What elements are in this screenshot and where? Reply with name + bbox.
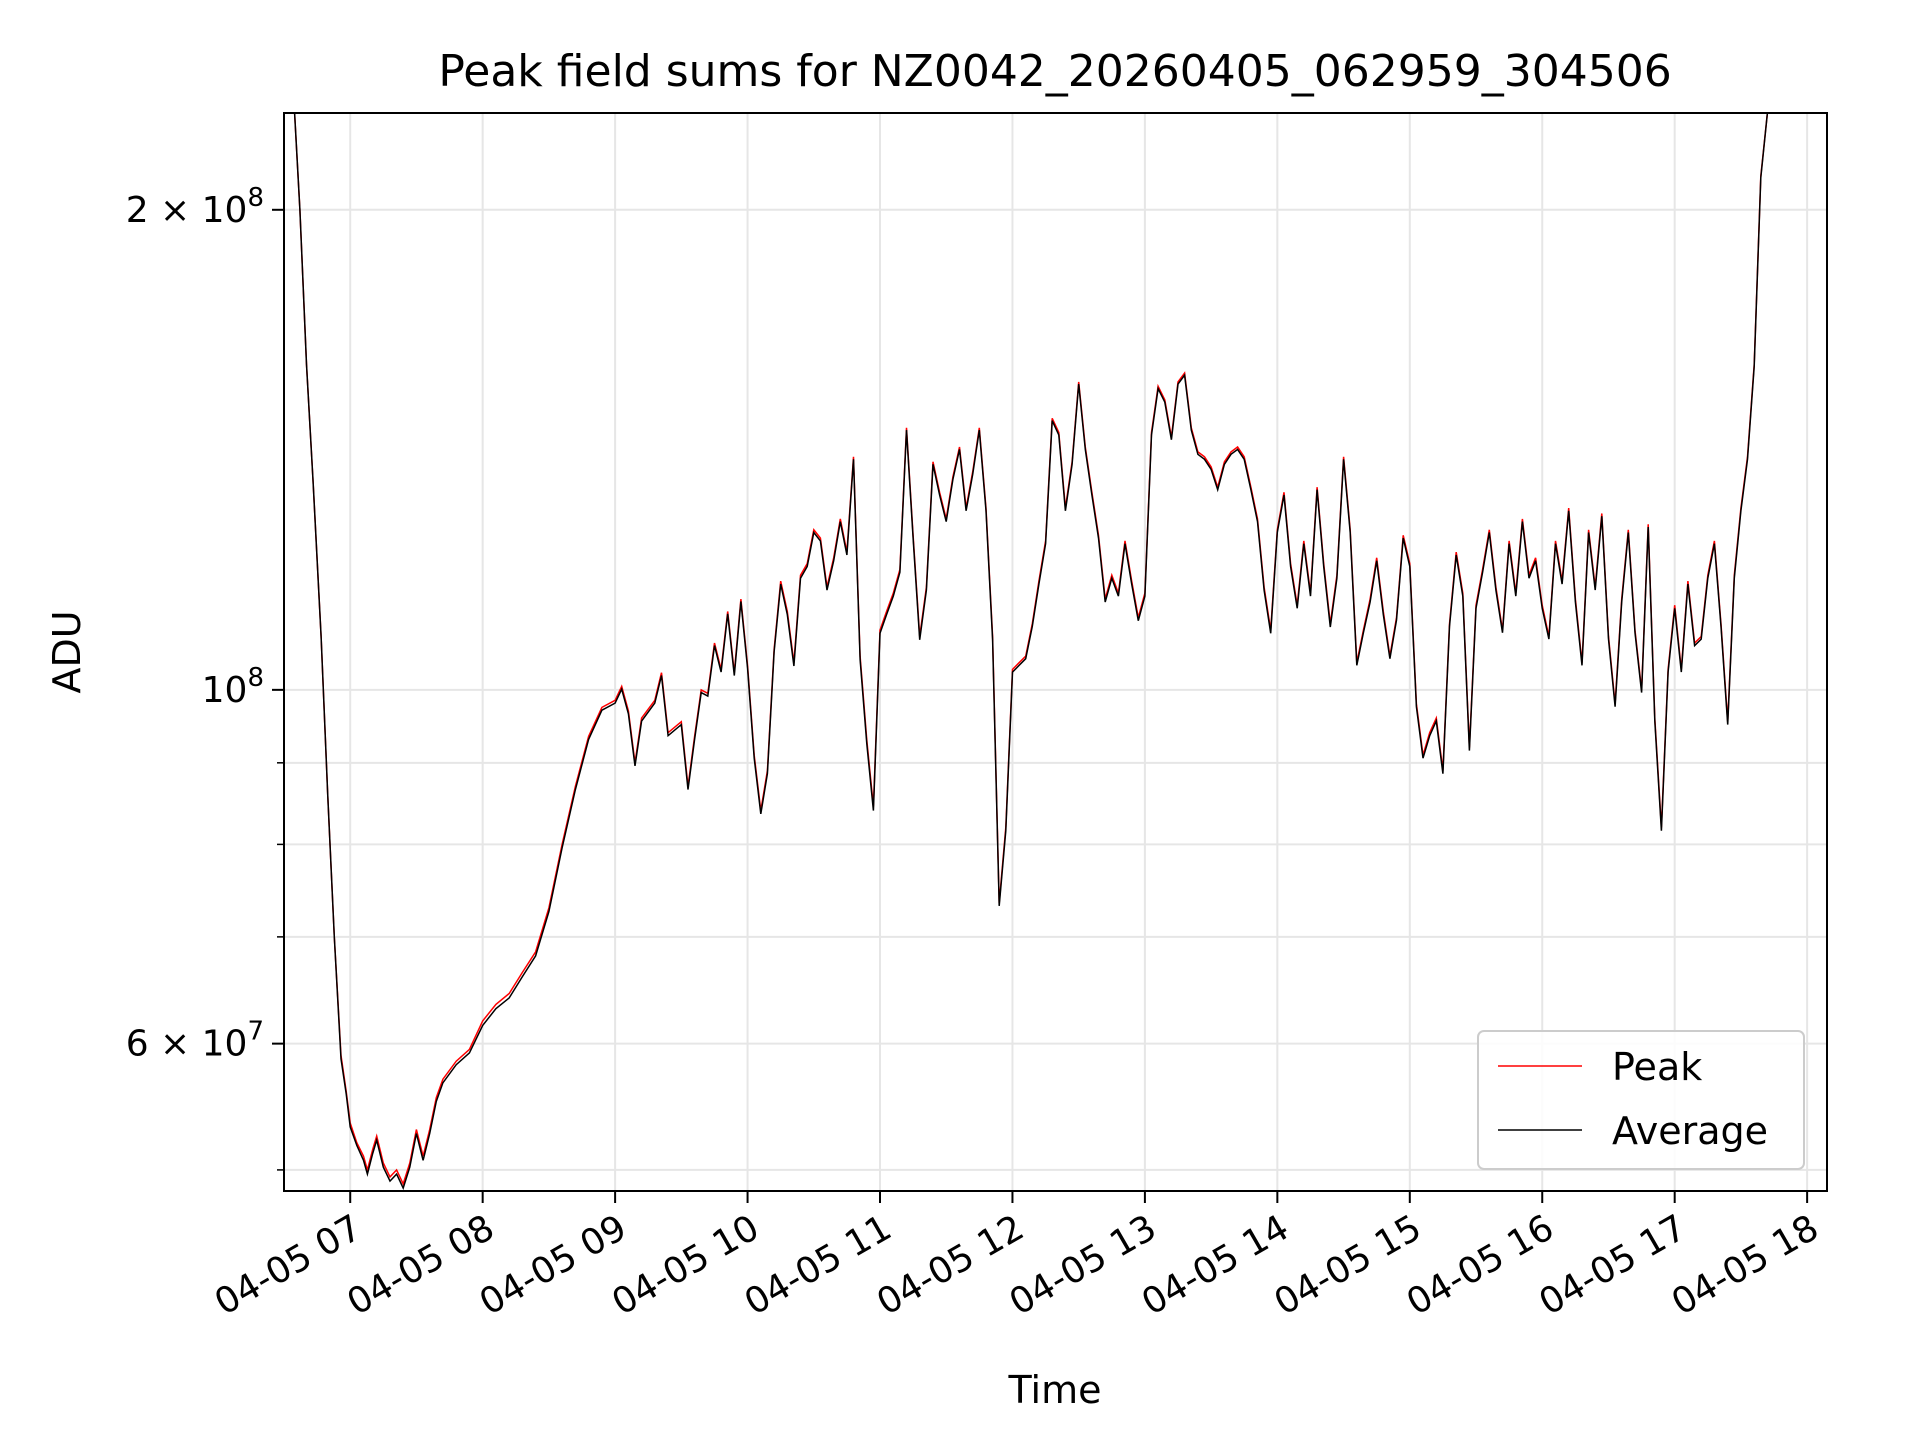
series-layer bbox=[284, 112, 1769, 1191]
chart-title: Peak field sums for NZ0042_20260405_0629… bbox=[438, 46, 1671, 97]
x-axis-label: Time bbox=[1008, 1368, 1102, 1412]
legend: Peak Average bbox=[1477, 1030, 1805, 1170]
y-tick-exponent: 8 bbox=[247, 663, 264, 693]
y-tick-exponent: 7 bbox=[247, 1017, 264, 1047]
series-line-average bbox=[284, 112, 1769, 1191]
y-tick-label: 6 × 107 bbox=[126, 1017, 264, 1065]
y-tick-label: 108 bbox=[202, 663, 264, 711]
legend-label-average: Average bbox=[1612, 1109, 1768, 1153]
y-axis: 6 × 107 108 2 × 108 bbox=[126, 183, 284, 1171]
plot-frame bbox=[283, 112, 1828, 1192]
legend-label-peak: Peak bbox=[1612, 1045, 1702, 1089]
y-tick-label: 2 × 108 bbox=[126, 183, 264, 231]
y-axis-label: ADU bbox=[45, 610, 89, 693]
y-tick-exponent: 8 bbox=[247, 183, 264, 213]
